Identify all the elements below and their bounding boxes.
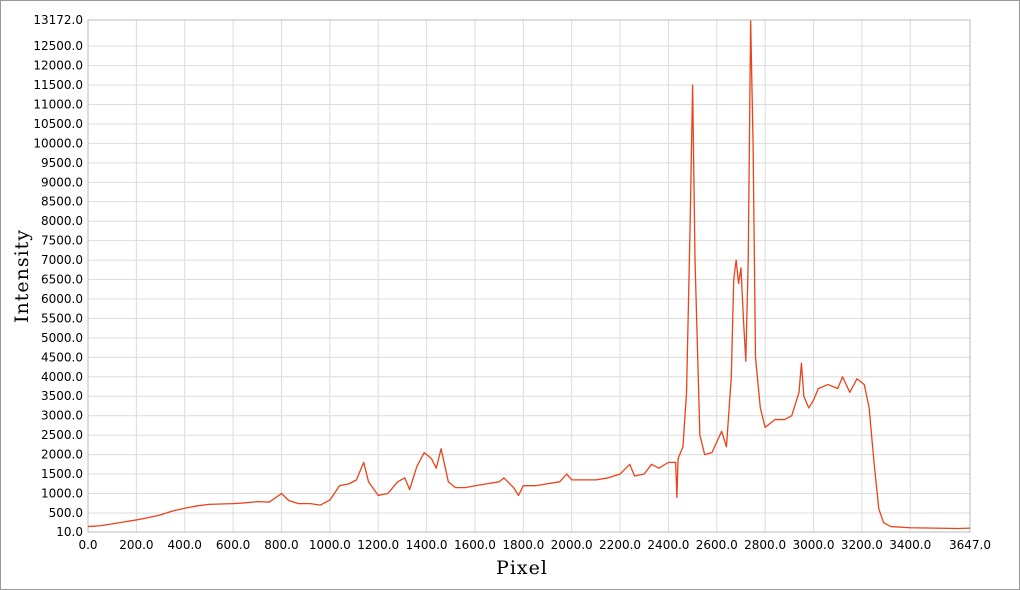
x-tick-label: 200.0 — [119, 538, 153, 552]
x-tick-label: 2200.0 — [599, 538, 641, 552]
y-tick-label: 3000.0 — [41, 409, 83, 423]
x-tick-label: 800.0 — [264, 538, 298, 552]
x-tick-label: 1800.0 — [502, 538, 544, 552]
x-axis-title: Pixel — [496, 557, 548, 579]
y-tick-label: 7000.0 — [41, 253, 83, 267]
y-tick-label: 13172.0 — [33, 13, 83, 27]
x-tick-label: 1200.0 — [357, 538, 399, 552]
y-tick-label: 4000.0 — [41, 370, 83, 384]
x-tick-label: 2800.0 — [744, 538, 786, 552]
y-tick-label: 1000.0 — [41, 486, 83, 500]
x-tick-label: 3647.0 — [949, 538, 991, 552]
x-tick-label: 1000.0 — [309, 538, 351, 552]
x-tick-label: 600.0 — [216, 538, 250, 552]
y-tick-label: 12000.0 — [33, 59, 83, 73]
y-tick-label: 10.0 — [56, 525, 83, 539]
y-tick-label: 10000.0 — [33, 136, 83, 150]
x-tick-label: 2600.0 — [696, 538, 738, 552]
y-tick-label: 6000.0 — [41, 292, 83, 306]
x-tick-label: 400.0 — [168, 538, 202, 552]
y-tick-label: 9500.0 — [41, 156, 83, 170]
x-tick-label: 2400.0 — [647, 538, 689, 552]
y-tick-label: 2000.0 — [41, 448, 83, 462]
x-tick-label: 3400.0 — [889, 538, 931, 552]
y-tick-label: 4500.0 — [41, 350, 83, 364]
y-tick-label: 10500.0 — [33, 117, 83, 131]
y-tick-label: 12500.0 — [33, 39, 83, 53]
x-tick-label: 2000.0 — [551, 538, 593, 552]
data-line — [87, 20, 971, 530]
y-axis-title: Intensity — [11, 229, 33, 323]
y-tick-label: 7500.0 — [41, 234, 83, 248]
y-tick-label: 3500.0 — [41, 389, 83, 403]
x-tick-label: 3000.0 — [793, 538, 835, 552]
y-tick-label: 1500.0 — [41, 467, 83, 481]
plot-frame — [87, 19, 971, 533]
y-tick-label: 2500.0 — [41, 428, 83, 442]
y-tick-label: 500.0 — [49, 506, 83, 520]
y-tick-label: 8000.0 — [41, 214, 83, 228]
x-tick-label: 0.0 — [78, 538, 97, 552]
x-tick-label: 1400.0 — [406, 538, 448, 552]
y-tick-label: 11000.0 — [33, 97, 83, 111]
y-tick-label: 5000.0 — [41, 331, 83, 345]
x-tick-label: 1600.0 — [454, 538, 496, 552]
y-tick-label: 5500.0 — [41, 311, 83, 325]
x-tick-label: 3200.0 — [841, 538, 883, 552]
y-tick-label: 9000.0 — [41, 175, 83, 189]
y-tick-label: 8500.0 — [41, 195, 83, 209]
y-tick-label: 11500.0 — [33, 78, 83, 92]
y-tick-label: 6500.0 — [41, 273, 83, 287]
